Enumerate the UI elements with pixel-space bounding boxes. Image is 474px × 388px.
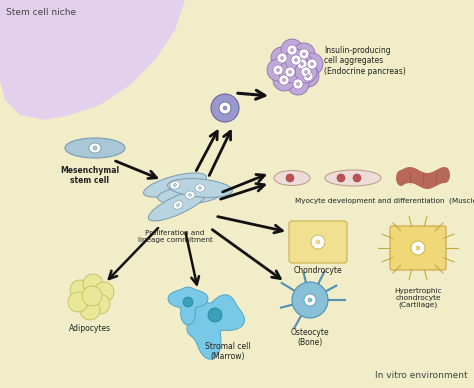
Circle shape [302, 52, 306, 55]
Circle shape [279, 61, 301, 83]
Circle shape [307, 74, 310, 78]
Circle shape [303, 71, 313, 81]
Circle shape [68, 292, 88, 312]
Text: Osteocyte
(Bone): Osteocyte (Bone) [291, 328, 329, 347]
Circle shape [267, 59, 289, 81]
Ellipse shape [199, 187, 201, 189]
Ellipse shape [144, 173, 207, 197]
Ellipse shape [325, 170, 381, 186]
Polygon shape [0, 0, 185, 120]
Ellipse shape [396, 170, 406, 186]
Circle shape [285, 49, 307, 71]
Polygon shape [179, 289, 245, 359]
Text: Adipocytes: Adipocytes [69, 324, 111, 333]
Circle shape [337, 174, 345, 182]
Circle shape [287, 73, 309, 95]
Circle shape [285, 67, 295, 77]
Circle shape [416, 246, 420, 250]
Circle shape [90, 294, 110, 314]
Circle shape [311, 235, 325, 249]
Text: Chondrocyte: Chondrocyte [294, 266, 342, 275]
FancyBboxPatch shape [390, 226, 446, 270]
Ellipse shape [176, 203, 180, 206]
Circle shape [287, 45, 297, 55]
Circle shape [283, 78, 285, 81]
Circle shape [304, 294, 316, 306]
Circle shape [304, 71, 308, 73]
Circle shape [310, 62, 313, 66]
Text: Stromal cell
(Marrow): Stromal cell (Marrow) [205, 342, 251, 361]
Ellipse shape [185, 191, 195, 199]
Circle shape [299, 49, 309, 59]
Ellipse shape [158, 185, 222, 204]
Circle shape [83, 274, 103, 294]
Circle shape [276, 69, 280, 71]
Circle shape [82, 286, 102, 306]
Circle shape [183, 297, 193, 307]
Circle shape [279, 75, 289, 85]
Ellipse shape [148, 189, 208, 221]
Text: Myocyte development and differentiation  (Muscle): Myocyte development and differentiation … [295, 198, 474, 204]
Text: In vitro environment: In vitro environment [375, 371, 468, 380]
Circle shape [297, 83, 300, 85]
Ellipse shape [173, 184, 176, 187]
Ellipse shape [89, 143, 101, 153]
Circle shape [70, 280, 90, 300]
Ellipse shape [173, 201, 183, 209]
Ellipse shape [168, 178, 232, 197]
Circle shape [291, 48, 293, 52]
Text: Stem cell niche: Stem cell niche [6, 8, 76, 17]
Circle shape [297, 65, 319, 87]
Circle shape [297, 59, 307, 69]
Ellipse shape [93, 146, 97, 150]
Text: Insulin-producing
cell aggregates
(Endocrine pancreas): Insulin-producing cell aggregates (Endoc… [324, 46, 406, 76]
Circle shape [286, 174, 294, 182]
Circle shape [316, 240, 320, 244]
Circle shape [281, 39, 303, 61]
Circle shape [289, 71, 292, 73]
Circle shape [291, 53, 313, 75]
Circle shape [277, 53, 287, 63]
Circle shape [291, 55, 301, 65]
Circle shape [353, 174, 361, 182]
Circle shape [211, 94, 239, 122]
Circle shape [281, 57, 283, 59]
Circle shape [273, 65, 283, 75]
Circle shape [94, 282, 114, 302]
Circle shape [271, 47, 293, 69]
FancyBboxPatch shape [289, 221, 347, 263]
Circle shape [80, 300, 100, 320]
Circle shape [301, 67, 311, 77]
Circle shape [223, 106, 227, 110]
Circle shape [208, 308, 222, 322]
Ellipse shape [65, 138, 125, 158]
Circle shape [294, 59, 298, 62]
Polygon shape [168, 287, 208, 325]
Circle shape [293, 43, 315, 65]
Ellipse shape [189, 194, 191, 196]
Text: Hypertrophic
chondrocyte
(Cartilage): Hypertrophic chondrocyte (Cartilage) [394, 288, 442, 308]
Circle shape [411, 241, 425, 255]
Ellipse shape [170, 181, 180, 189]
Circle shape [308, 298, 312, 302]
Text: Proliferation and
lineage commitment: Proliferation and lineage commitment [137, 230, 212, 243]
Circle shape [292, 282, 328, 318]
Ellipse shape [195, 184, 205, 192]
Circle shape [301, 53, 323, 75]
Circle shape [301, 62, 303, 66]
Circle shape [307, 59, 317, 69]
Circle shape [293, 79, 303, 89]
Text: Mesenchymal
stem cell: Mesenchymal stem cell [61, 166, 119, 185]
Circle shape [219, 102, 231, 114]
Circle shape [273, 69, 295, 91]
Circle shape [295, 61, 317, 83]
Ellipse shape [440, 167, 450, 183]
Ellipse shape [274, 170, 310, 185]
